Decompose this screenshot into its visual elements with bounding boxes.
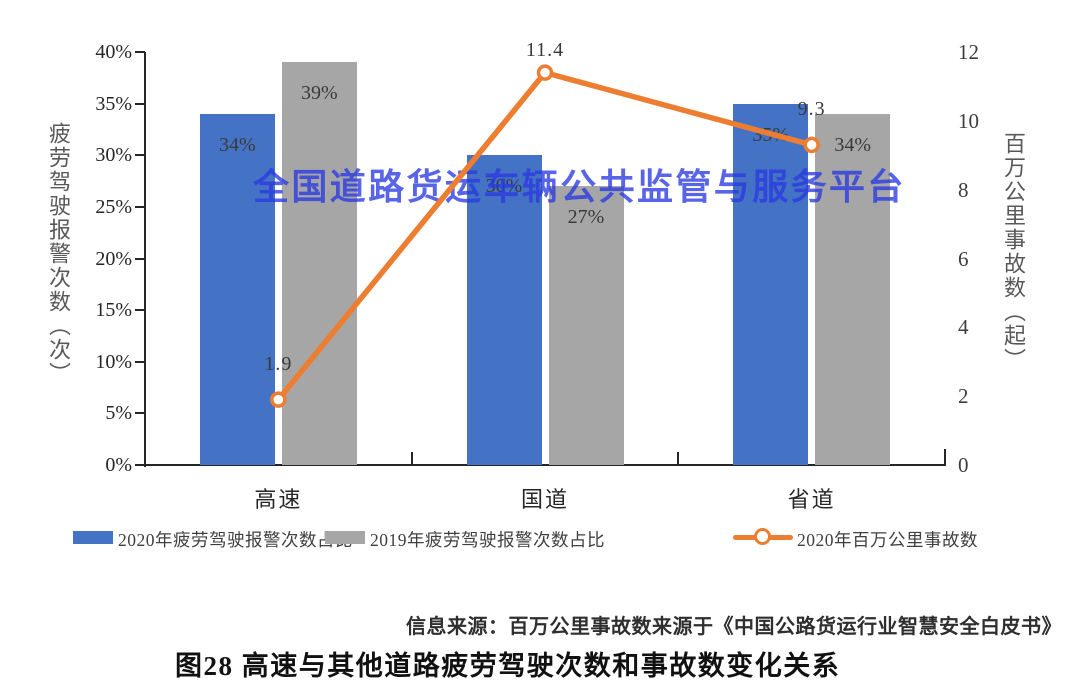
y-axis-tick: [135, 360, 145, 363]
bottom-axis-line: [136, 464, 946, 466]
y-axis-tick-label: 0%: [105, 454, 132, 476]
y-axis-tick: [135, 51, 145, 53]
line-marker-1: [536, 64, 554, 81]
y-axis-tick-label: 25%: [95, 195, 132, 218]
line-value-label-1: 11.4: [525, 38, 565, 61]
bar-2020-0: [199, 113, 275, 465]
x-axis-tick: [677, 452, 680, 465]
right-axis-tick-label: 12: [958, 40, 979, 64]
y-axis-tick-label: 20%: [95, 247, 132, 270]
bar-label-2019-1: 27%: [567, 206, 605, 229]
right-axis-tick-label: 10: [958, 108, 979, 133]
x-category-label-1: 国道: [520, 487, 569, 512]
y-axis-tick: [135, 412, 145, 415]
y-axis-tick: [135, 205, 145, 208]
y-axis-tick: [135, 309, 145, 312]
y-axis-tick: [135, 464, 145, 466]
line-value-label-2: 9.3: [797, 97, 826, 120]
y-axis-tick-label: 15%: [95, 299, 132, 322]
right-axis-tick-label: 8: [958, 177, 969, 202]
y-axis-tick: [135, 154, 145, 157]
right-axis-stub: [944, 449, 946, 465]
source-note: 信息来源：百万公里事故数来源于《中国公路货运行业智慧安全白皮书》: [406, 616, 1062, 638]
right-axis-title: 百万公里事故数（起）: [1001, 132, 1026, 372]
line-marker-0: [270, 391, 287, 408]
right-axis-tick-label: 2: [958, 384, 969, 409]
left-axis-title: 疲劳驾驶报警次数（次）: [46, 122, 71, 386]
bar-label-2019-2: 34%: [834, 133, 871, 156]
y-axis-tick-label: 35%: [95, 92, 132, 115]
right-axis-tick-label: 0: [958, 453, 969, 477]
y-axis-tick-label: 40%: [95, 41, 132, 63]
y-axis-tick: [135, 257, 145, 260]
bar-2020-2: [733, 103, 809, 465]
watermark: 全国道路货运车辆公共监管与服务平台: [253, 167, 906, 207]
right-axis-tick-label: 6: [958, 246, 969, 271]
right-axis-tick-label: 4: [958, 315, 969, 340]
x-category-label-0: 高速: [254, 487, 303, 512]
y-axis-tick: [135, 102, 145, 105]
legend-label-2019-bars: 2019年疲劳驾驶报警次数占比: [370, 530, 605, 550]
bar-2019-0: [281, 62, 357, 465]
legend-line-marker-icon: [754, 528, 771, 545]
bar-label-2019-0: 39%: [300, 82, 338, 105]
legend-label-2020-line: 2020年百万公里事故数: [797, 530, 978, 550]
line-value-label-0: 1.9: [264, 352, 293, 375]
y-axis-tick-label: 30%: [95, 144, 132, 167]
y-axis-tick-label: 10%: [95, 350, 132, 373]
bar-2019-2: [815, 113, 891, 465]
x-axis-tick: [410, 452, 413, 465]
bar-label-2020-0: 34%: [218, 133, 256, 156]
bar-label-2020-1: 30%: [485, 175, 523, 198]
y-axis-tick-label: 5%: [105, 402, 132, 425]
left-axis-line: [144, 52, 146, 467]
legend-label-2020-bars: 2020年疲劳驾驶报警次数占比: [118, 530, 353, 550]
x-category-label-2: 省道: [787, 487, 836, 512]
legend-swatch-2020-bars: [73, 531, 113, 544]
figure-caption: 图28 高速与其他道路疲劳驾驶次数和事故数变化关系: [175, 651, 841, 681]
bar-2020-1: [466, 155, 542, 465]
legend-swatch-2019-bars: [325, 531, 365, 544]
line-marker-2: [803, 136, 820, 154]
bar-2019-1: [548, 186, 624, 465]
